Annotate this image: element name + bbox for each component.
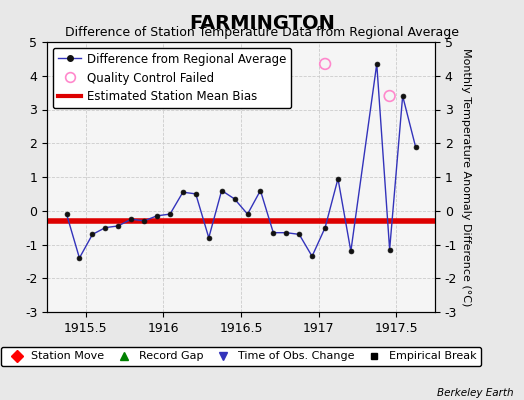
Difference from Regional Average xyxy=(180,190,186,194)
Difference from Regional Average xyxy=(154,214,160,218)
Difference from Regional Average xyxy=(412,144,419,149)
Difference from Regional Average xyxy=(128,217,134,222)
Difference from Regional Average xyxy=(141,218,147,223)
Difference from Regional Average xyxy=(115,224,122,228)
Quality Control Failed xyxy=(321,61,329,67)
Difference from Regional Average xyxy=(399,94,406,98)
Text: Difference of Station Temperature Data from Regional Average: Difference of Station Temperature Data f… xyxy=(65,26,459,39)
Difference from Regional Average xyxy=(322,225,328,230)
Line: Difference from Regional Average: Difference from Regional Average xyxy=(64,62,418,260)
Difference from Regional Average xyxy=(232,196,238,201)
Difference from Regional Average xyxy=(244,212,250,216)
Difference from Regional Average xyxy=(374,62,380,66)
Quality Control Failed xyxy=(386,93,394,99)
Difference from Regional Average xyxy=(219,188,225,193)
Legend: Station Move, Record Gap, Time of Obs. Change, Empirical Break: Station Move, Record Gap, Time of Obs. C… xyxy=(1,347,481,366)
Difference from Regional Average xyxy=(348,249,354,254)
Difference from Regional Average xyxy=(257,188,264,193)
Difference from Regional Average xyxy=(309,254,315,259)
Difference from Regional Average xyxy=(193,192,199,196)
Text: FARMINGTON: FARMINGTON xyxy=(189,14,335,33)
Difference from Regional Average xyxy=(335,176,341,181)
Difference from Regional Average xyxy=(283,230,289,235)
Difference from Regional Average xyxy=(77,256,83,260)
Difference from Regional Average xyxy=(63,212,70,216)
Difference from Regional Average xyxy=(270,230,277,235)
Difference from Regional Average xyxy=(102,225,108,230)
Difference from Regional Average xyxy=(167,212,173,216)
Difference from Regional Average xyxy=(296,232,302,237)
Y-axis label: Monthly Temperature Anomaly Difference (°C): Monthly Temperature Anomaly Difference (… xyxy=(461,48,471,306)
Difference from Regional Average xyxy=(205,235,212,240)
Text: Berkeley Earth: Berkeley Earth xyxy=(437,388,514,398)
Difference from Regional Average xyxy=(387,247,393,252)
Difference from Regional Average xyxy=(89,232,95,237)
